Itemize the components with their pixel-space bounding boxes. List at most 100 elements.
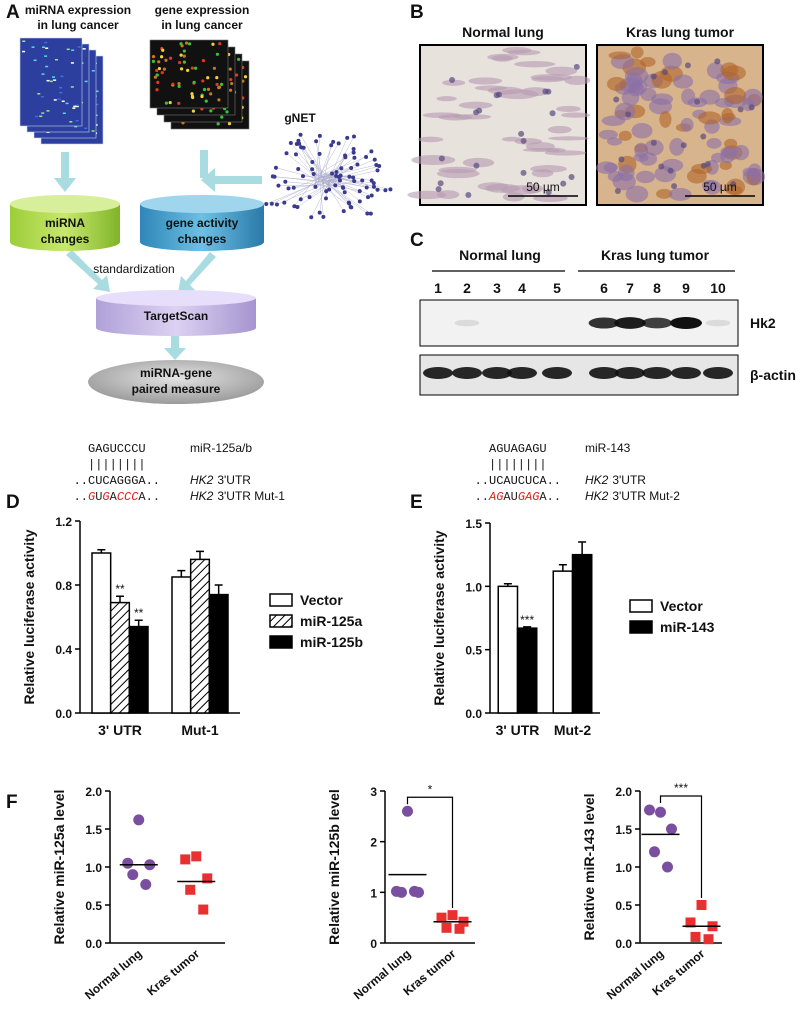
blot-band (482, 367, 512, 379)
network-node (264, 202, 269, 207)
mirna-name: miR-143 (585, 441, 631, 455)
array-spot (65, 102, 69, 105)
array-spot (95, 103, 99, 106)
point (655, 806, 666, 818)
y-tick-label: 1.5 (615, 823, 632, 837)
array-spot (217, 98, 221, 102)
array-spot (182, 54, 186, 58)
nucleus (549, 110, 556, 117)
array-spot (218, 42, 222, 46)
point (127, 869, 139, 881)
array-spot (160, 71, 164, 75)
blot-band (641, 317, 673, 329)
array-spot (177, 101, 181, 105)
tissue-strand (411, 155, 456, 165)
nucleus (568, 173, 575, 180)
network-node (375, 187, 380, 192)
scale-label: 50 µm (703, 180, 737, 194)
tissue-strand (502, 47, 532, 54)
point (180, 854, 191, 865)
cell (614, 102, 636, 121)
array-spot (157, 60, 161, 64)
array-spot (49, 80, 53, 83)
x-tick-label: Normal lung (351, 947, 414, 1003)
array-spot (184, 41, 189, 45)
array-spot (200, 94, 204, 99)
array-spot (42, 46, 46, 48)
array-spot (177, 81, 181, 86)
network-node (348, 205, 353, 210)
x-tick-label: Normal lung (82, 947, 145, 1003)
y-axis-label: Relative miR-125a level (51, 790, 67, 945)
network-node (331, 139, 336, 144)
tissue-strand (545, 66, 578, 76)
network-node (368, 211, 373, 216)
network-edge (294, 176, 318, 207)
array-spot (190, 92, 194, 96)
array-spot (75, 105, 79, 108)
nucleus (438, 155, 445, 162)
cell (742, 167, 756, 177)
nucleus (518, 130, 525, 137)
western-blot: Normal lung Kras lung tumor 1 2 3 4 5 6 7 8 9 10 Hk2… (419, 247, 796, 396)
tissue-strand (522, 184, 543, 194)
point (666, 823, 677, 835)
tissue-strand (458, 101, 493, 109)
bar (571, 553, 593, 714)
lane-label: 4 (518, 280, 526, 296)
y-tick-label: 0.0 (465, 707, 482, 721)
utr-name: 3'UTR (217, 473, 251, 487)
group-label: Normal lung (459, 247, 541, 263)
network-edge (300, 147, 327, 183)
network-edge (332, 167, 352, 176)
network-label: gNET (284, 111, 316, 125)
legend-swatch (629, 620, 653, 634)
array-spot (84, 80, 88, 83)
array-spot (217, 85, 222, 89)
legend-label: Vector (300, 592, 343, 608)
step-label: standardization (93, 262, 174, 276)
y-axis-label: Relative luciferase activity (21, 529, 37, 704)
network-edge (315, 141, 324, 187)
tissue-strand (548, 136, 590, 141)
network-node (300, 174, 305, 179)
group-label: Kras lung tumor (601, 247, 710, 263)
point (690, 931, 701, 942)
y-tick-label: 1 (370, 886, 377, 900)
point (662, 861, 673, 873)
seq-segment: AG (488, 490, 504, 504)
y-axis-label: Relative luciferase activity (431, 530, 447, 705)
array-spot (151, 59, 156, 63)
tissue-strand (502, 192, 525, 202)
point (198, 904, 209, 915)
network-node (342, 190, 347, 195)
network-node (347, 201, 352, 206)
nucleus (748, 104, 755, 111)
array-spot (225, 110, 229, 114)
nucleus (680, 142, 687, 149)
nucleus (613, 96, 620, 103)
y-tick-label: 0.0 (85, 937, 102, 951)
cell (630, 46, 644, 59)
cell (724, 87, 746, 105)
blot-band (588, 317, 620, 329)
tissue-strand (436, 96, 457, 102)
legend-label: Vector (660, 598, 703, 614)
output-label: paired measure (132, 382, 221, 396)
network-node (375, 168, 380, 173)
array-spot (216, 122, 220, 126)
array-spot (164, 101, 168, 105)
seq-segment: A.. (138, 490, 160, 504)
x-tick-label: Mut-2 (554, 722, 592, 738)
y-tick-label: 1.0 (85, 861, 102, 875)
array-spot (229, 88, 233, 92)
significance-label: ** (115, 582, 125, 596)
network-node (276, 183, 281, 188)
network-node (282, 200, 287, 205)
lane-label: 8 (653, 280, 661, 296)
network-node (388, 187, 393, 192)
y-tick-label: 3 (370, 785, 377, 799)
array-spot (75, 104, 79, 107)
network-node (317, 151, 322, 156)
array-spot (72, 107, 76, 109)
